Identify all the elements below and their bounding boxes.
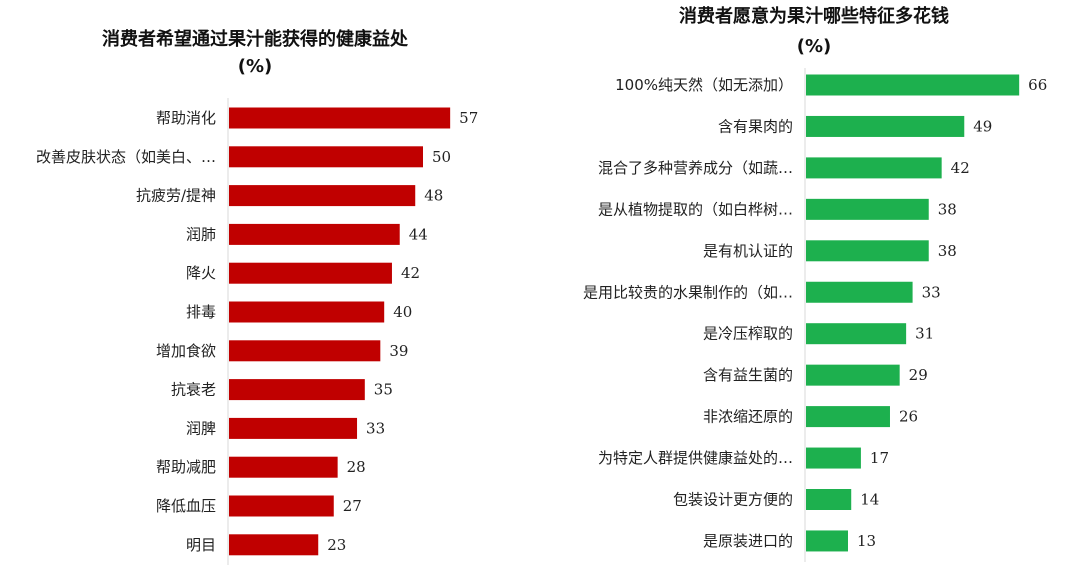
- category-label: 帮助减肥: [156, 458, 216, 476]
- category-label: 抗疲劳/提神: [136, 187, 216, 205]
- bar: [806, 281, 913, 303]
- category-label: 明目: [186, 536, 216, 554]
- bar: [229, 262, 392, 284]
- category-label: 非浓缩还原的: [703, 408, 793, 426]
- chart-title: 消费者愿意为果汁哪些特征多花钱: [679, 5, 949, 27]
- data-label: 50: [432, 148, 451, 166]
- data-label: 38: [938, 200, 957, 218]
- data-label: 27: [343, 497, 362, 515]
- data-label: 66: [1028, 76, 1047, 94]
- bar: [229, 534, 319, 556]
- category-label: 是原装进口的: [703, 532, 793, 550]
- data-label: 23: [327, 536, 346, 554]
- bar: [806, 198, 929, 220]
- category-label: 改善皮肤状态（如美白、…: [36, 148, 216, 166]
- category-label: 含有益生菌的: [703, 366, 793, 384]
- bar: [806, 74, 1020, 96]
- category-label: 润脾: [186, 419, 216, 437]
- category-label: 是有机认证的: [703, 242, 793, 260]
- category-label: 包装设计更方便的: [673, 491, 793, 509]
- category-label: 降火: [186, 264, 216, 282]
- bar: [806, 489, 852, 510]
- bar: [229, 495, 334, 517]
- bar: [806, 240, 929, 262]
- data-label: 28: [347, 458, 366, 476]
- data-label: 35: [374, 381, 393, 399]
- bar: [806, 157, 942, 179]
- data-label: 29: [909, 366, 928, 384]
- category-label: 降低血压: [156, 497, 216, 515]
- bar: [806, 530, 848, 552]
- category-label: 是冷压榨取的: [703, 325, 793, 343]
- bar: [229, 185, 416, 207]
- category-label: 是用比较贵的水果制作的（如…: [583, 283, 793, 301]
- chart-subtitle: (%): [238, 56, 273, 77]
- category-label: 为特定人群提供健康益处的…: [598, 449, 793, 467]
- bar: [229, 146, 423, 168]
- bar: [806, 406, 890, 428]
- data-label: 33: [922, 283, 941, 301]
- data-label: 17: [870, 449, 889, 467]
- bar: [229, 456, 338, 478]
- bar: [806, 447, 861, 469]
- data-label: 14: [860, 491, 879, 509]
- bar: [806, 323, 907, 345]
- bar: [229, 223, 400, 245]
- bar: [806, 115, 965, 137]
- category-label: 帮助消化: [156, 109, 216, 127]
- category-label: 排毒: [186, 303, 216, 321]
- bar: [229, 301, 385, 323]
- data-label: 49: [973, 117, 992, 135]
- category-label: 混合了多种营养成分（如蔬…: [598, 159, 793, 177]
- data-label: 42: [401, 264, 420, 282]
- bar: [229, 340, 381, 362]
- data-label: 44: [409, 225, 428, 243]
- data-label: 42: [951, 159, 970, 177]
- chart-subtitle: (%): [797, 36, 832, 57]
- chart-title: 消费者希望通过果汁能获得的健康益处: [102, 28, 409, 50]
- bar: [229, 417, 358, 439]
- bar: [229, 379, 365, 401]
- data-label: 13: [857, 532, 876, 550]
- category-label: 润肺: [186, 225, 216, 243]
- category-label: 含有果肉的: [718, 117, 793, 135]
- bar: [229, 107, 451, 129]
- category-label: 是从植物提取的（如白桦树…: [598, 200, 793, 218]
- data-label: 26: [899, 408, 918, 426]
- category-label: 100%纯天然（如无添加）: [615, 76, 793, 94]
- data-label: 48: [424, 187, 443, 205]
- data-label: 38: [938, 242, 957, 260]
- data-label: 39: [389, 342, 408, 360]
- data-label: 31: [915, 325, 934, 343]
- data-label: 33: [366, 419, 385, 437]
- data-label: 57: [459, 109, 478, 127]
- category-label: 增加食欲: [156, 342, 216, 360]
- category-label: 抗衰老: [171, 381, 216, 399]
- data-label: 40: [393, 303, 412, 321]
- bar: [806, 364, 900, 386]
